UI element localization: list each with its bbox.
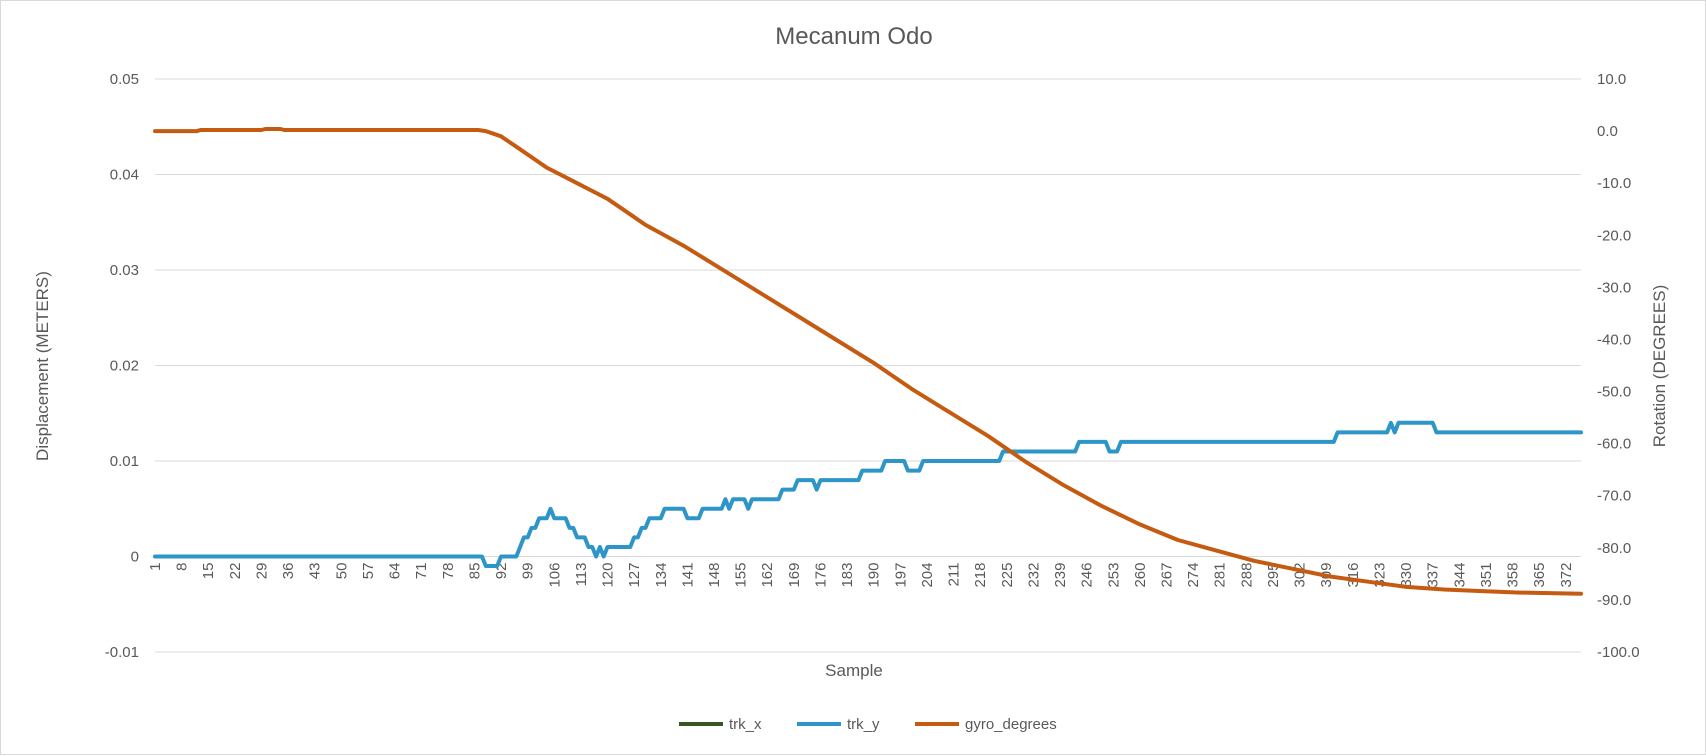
x-tick-label: 29: [253, 563, 270, 580]
x-tick-label: 8: [174, 563, 191, 571]
x-tick-label: 204: [919, 563, 936, 588]
y2-tick-label: -70.0: [1597, 488, 1631, 505]
y-tick-label: 0.05: [110, 71, 139, 88]
chart-title: Mecanum Odo: [775, 23, 932, 50]
x-tick-label: 351: [1478, 563, 1495, 588]
x-tick-label: 365: [1531, 563, 1548, 588]
y-axis-title: Displacement (METERS): [33, 271, 52, 461]
x-tick-label: 78: [440, 563, 457, 580]
y2-tick-label: -40.0: [1597, 331, 1631, 348]
y2-tick-label: -60.0: [1597, 436, 1631, 453]
y2-tick-label: -80.0: [1597, 540, 1631, 557]
x-tick-label: 64: [387, 563, 404, 580]
y2-tick-label: -30.0: [1597, 279, 1631, 296]
x-tick-label: 36: [280, 563, 297, 580]
x-tick-label: 337: [1425, 563, 1442, 588]
y2-tick-label: -50.0: [1597, 384, 1631, 401]
x-tick-label: 372: [1558, 563, 1575, 588]
y-tick-label: 0.04: [110, 167, 139, 184]
x-tick-label: 162: [759, 563, 776, 588]
x-tick-label: 316: [1345, 563, 1362, 588]
x-tick-label: 267: [1159, 563, 1176, 588]
y-tick-label: -0.01: [105, 644, 139, 661]
series-line-trk-y: [153, 420, 1583, 568]
x-tick-label: 288: [1238, 563, 1255, 588]
x-tick-label: 225: [999, 563, 1016, 588]
x-tick-label: 211: [946, 563, 963, 587]
x-tick-label: 106: [546, 563, 563, 588]
x-tick-label: 1: [147, 563, 164, 571]
x-axis-ticks: 1 8 15 22 29 36 43 50 57 64 71 78 85 92 99 106 113 120 127…: [147, 563, 1575, 588]
legend-label: trk_y: [847, 716, 880, 733]
legend[interactable]: trk_x trk_y gyro_degrees: [679, 716, 1057, 733]
left-axis-ticks: 0.05 0.04 0.03 0.02 0.01 0 -0.01: [105, 71, 139, 661]
y-tick-label: 0.02: [110, 358, 139, 375]
x-tick-label: 113: [573, 563, 590, 587]
x-tick-label: 295: [1265, 563, 1282, 588]
y2-tick-label: -20.0: [1597, 227, 1631, 244]
series-layer: [153, 127, 1583, 596]
x-tick-label: 71: [413, 563, 430, 580]
x-tick-label: 190: [866, 563, 883, 588]
right-axis-ticks: 10.0 0.0 -10.0 -20.0 -30.0 -40.0 -50.0 -60.0 -70…: [1597, 71, 1640, 661]
x-tick-label: 358: [1505, 563, 1522, 588]
x-tick-label: 176: [812, 563, 829, 588]
x-tick-label: 169: [786, 563, 803, 588]
x-tick-label: 99: [520, 563, 537, 580]
y-tick-label: 0.01: [110, 453, 139, 470]
x-tick-label: 22: [227, 563, 244, 580]
y2-tick-label: 10.0: [1597, 71, 1626, 88]
y2-tick-label: -100.0: [1597, 644, 1640, 661]
y2-axis-title: Rotation (DEGREES): [1650, 285, 1669, 448]
x-tick-label: 239: [1052, 563, 1069, 588]
x-tick-label: 127: [626, 563, 643, 588]
x-tick-label: 57: [360, 563, 377, 580]
x-tick-label: 15: [200, 563, 217, 580]
x-tick-label: 141: [679, 563, 696, 588]
x-axis-title: Sample: [825, 661, 883, 680]
x-tick-label: 344: [1451, 563, 1468, 588]
x-tick-label: 120: [600, 563, 617, 588]
x-tick-label: 274: [1185, 563, 1202, 588]
x-tick-label: 183: [839, 563, 856, 588]
x-tick-label: 232: [1025, 563, 1042, 588]
x-tick-label: 85: [466, 563, 483, 580]
legend-label: gyro_degrees: [965, 716, 1057, 733]
y2-tick-label: -10.0: [1597, 175, 1631, 192]
x-tick-label: 330: [1398, 563, 1415, 588]
series-line-gyro-degrees: [153, 127, 1583, 596]
x-tick-label: 148: [706, 563, 723, 588]
x-tick-label: 134: [653, 563, 670, 588]
x-tick-label: 281: [1212, 563, 1229, 588]
legend-label: trk_x: [729, 716, 762, 733]
x-tick-label: 155: [733, 563, 750, 588]
y-tick-label: 0.03: [110, 262, 139, 279]
x-tick-label: 43: [307, 563, 324, 580]
x-tick-label: 253: [1105, 563, 1122, 588]
x-tick-label: 197: [892, 563, 909, 588]
x-tick-label: 302: [1292, 563, 1309, 588]
x-tick-label: 50: [333, 563, 350, 580]
y-tick-label: 0: [131, 549, 139, 566]
x-tick-label: 246: [1079, 563, 1096, 588]
y2-tick-label: 0.0: [1597, 123, 1618, 140]
y2-tick-label: -90.0: [1597, 592, 1631, 609]
x-tick-label: 260: [1132, 563, 1149, 588]
x-tick-label: 218: [972, 563, 989, 588]
